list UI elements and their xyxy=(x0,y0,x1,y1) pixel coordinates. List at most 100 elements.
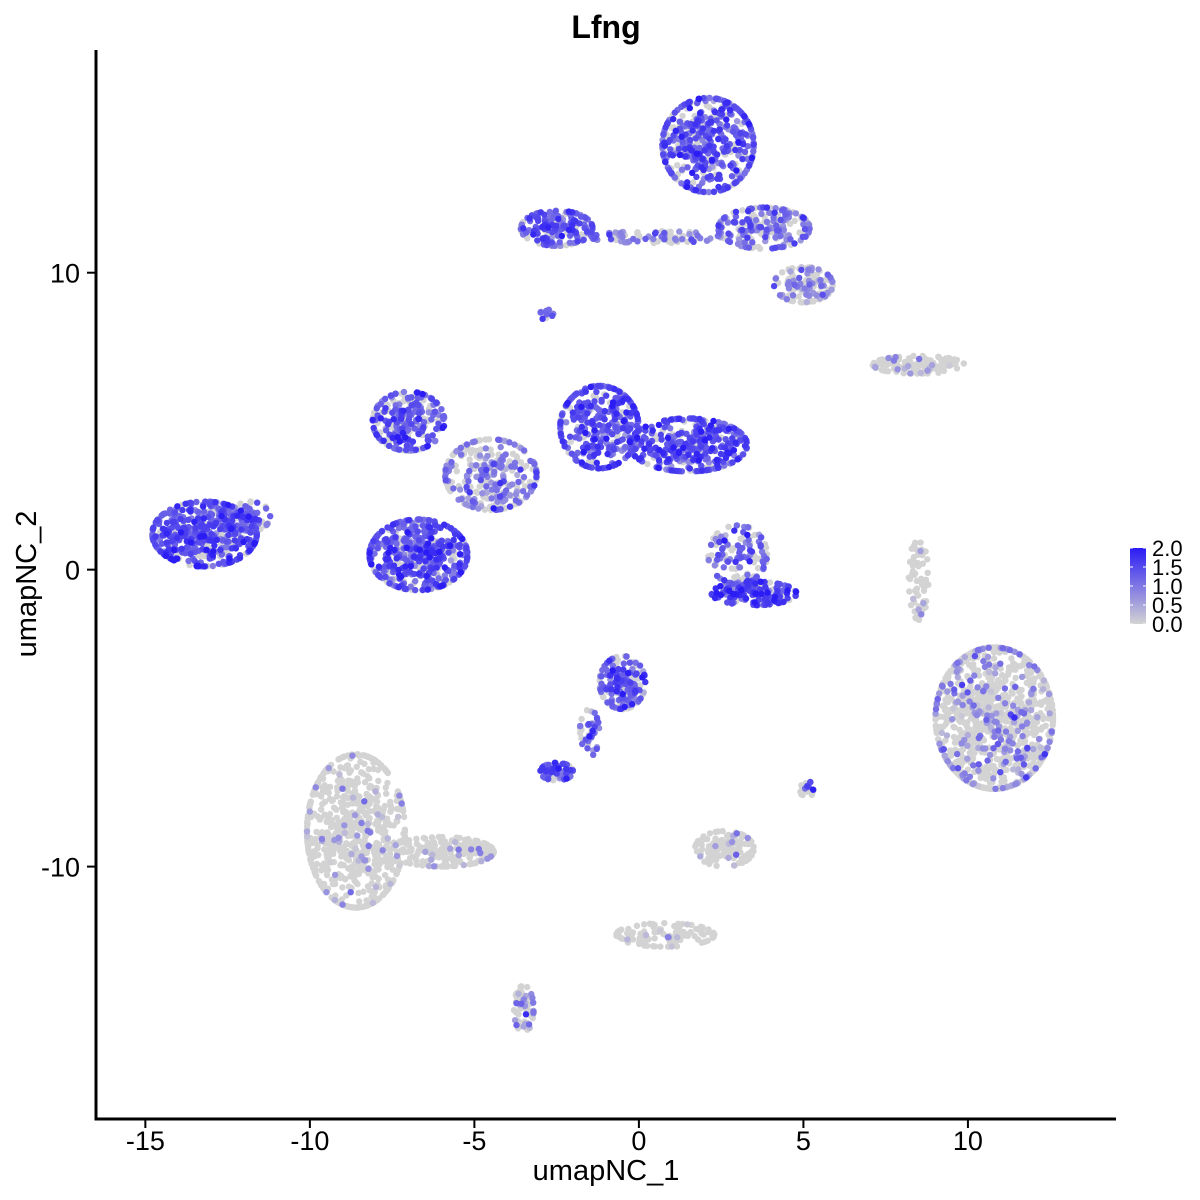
data-point xyxy=(375,895,382,903)
data-point xyxy=(520,473,528,481)
data-point xyxy=(966,749,973,757)
data-point xyxy=(455,846,462,853)
data-point xyxy=(875,359,883,366)
data-point xyxy=(201,553,208,560)
data-point xyxy=(327,823,335,831)
data-point xyxy=(733,830,740,837)
data-point xyxy=(964,755,971,762)
data-point xyxy=(331,896,338,904)
data-point xyxy=(314,813,321,820)
data-point xyxy=(944,688,951,695)
data-point xyxy=(1033,718,1041,726)
data-point xyxy=(776,292,784,299)
data-point xyxy=(383,790,390,797)
data-point xyxy=(783,296,790,303)
data-point xyxy=(324,864,331,872)
data-point xyxy=(975,767,982,774)
data-point xyxy=(193,498,200,506)
data-point xyxy=(306,808,313,815)
data-point xyxy=(1019,732,1026,740)
data-point xyxy=(435,575,442,582)
data-point xyxy=(987,785,994,792)
data-point xyxy=(713,851,720,859)
data-point xyxy=(924,569,931,576)
data-point xyxy=(364,820,371,828)
data-point xyxy=(679,112,686,120)
data-point xyxy=(315,851,322,859)
data-point xyxy=(456,486,464,493)
data-point xyxy=(348,820,356,827)
data-point xyxy=(919,560,926,567)
data-point xyxy=(314,842,321,849)
data-point xyxy=(267,513,274,520)
data-point xyxy=(963,777,970,784)
data-point xyxy=(987,688,995,695)
data-point xyxy=(995,694,1002,701)
data-point xyxy=(495,436,502,443)
data-point xyxy=(744,571,751,579)
data-point xyxy=(706,104,713,111)
data-point xyxy=(396,792,403,799)
data-point xyxy=(358,826,365,834)
data-point xyxy=(304,814,311,822)
data-point xyxy=(384,779,391,787)
data-point xyxy=(745,855,752,862)
data-point xyxy=(312,784,319,791)
data-point xyxy=(484,452,491,460)
data-point xyxy=(451,838,459,846)
data-point xyxy=(664,934,672,941)
data-point xyxy=(920,600,927,607)
data-point xyxy=(1008,655,1015,662)
data-point xyxy=(750,148,757,155)
data-point xyxy=(366,784,373,791)
data-point xyxy=(803,291,810,298)
data-point xyxy=(997,660,1004,667)
data-point xyxy=(997,665,1004,672)
data-point xyxy=(327,859,334,866)
data-point xyxy=(399,805,406,813)
data-point xyxy=(917,369,924,376)
data-point xyxy=(924,367,931,374)
data-point xyxy=(364,773,371,780)
data-point xyxy=(817,276,824,284)
data-point xyxy=(744,834,751,842)
data-point xyxy=(447,557,455,564)
data-point xyxy=(975,734,982,742)
data-point xyxy=(946,362,953,369)
data-point xyxy=(650,235,657,243)
data-point xyxy=(351,877,358,884)
data-point xyxy=(422,848,429,855)
data-point xyxy=(1012,781,1019,788)
data-point xyxy=(950,705,957,712)
data-point xyxy=(986,751,994,759)
data-point xyxy=(303,828,311,835)
data-point xyxy=(946,355,953,362)
data-point xyxy=(803,298,811,306)
data-point xyxy=(634,230,641,237)
chart-title: Lfng xyxy=(571,9,640,45)
data-point xyxy=(341,875,349,882)
data-point xyxy=(992,670,999,677)
data-point xyxy=(671,235,679,242)
data-point xyxy=(907,602,915,609)
data-point xyxy=(733,851,740,858)
data-point xyxy=(304,840,311,847)
data-point xyxy=(674,934,681,941)
data-point xyxy=(242,503,249,510)
data-point xyxy=(357,758,364,765)
data-point xyxy=(405,840,413,848)
data-point xyxy=(349,794,357,801)
data-point xyxy=(706,830,714,837)
data-point xyxy=(372,788,379,795)
data-point xyxy=(442,466,449,473)
data-point xyxy=(512,491,520,498)
data-point xyxy=(484,855,491,862)
data-point xyxy=(360,903,368,910)
data-point xyxy=(711,562,718,569)
data-point xyxy=(458,495,465,503)
data-point xyxy=(473,447,480,455)
data-point xyxy=(321,798,329,805)
data-point xyxy=(519,488,527,495)
data-point xyxy=(428,856,435,863)
data-point xyxy=(449,862,456,870)
